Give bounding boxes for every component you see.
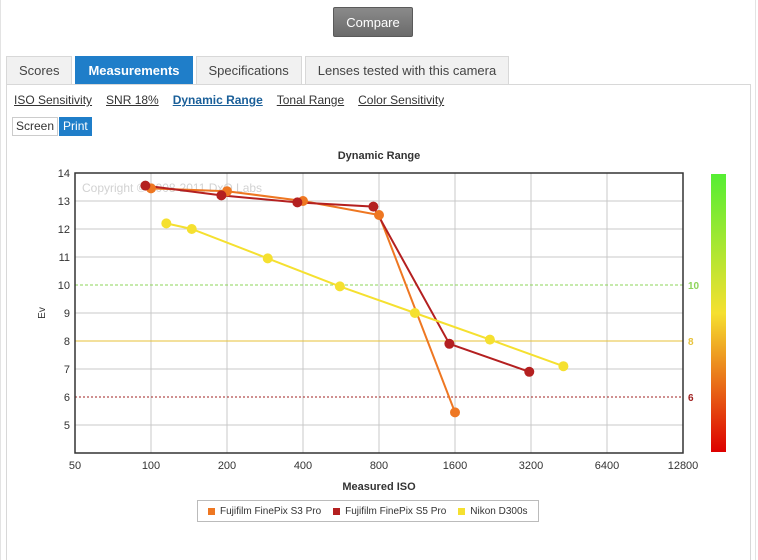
legend-item-s5-pro[interactable]: Fujifilm FinePix S5 Pro bbox=[333, 506, 446, 517]
y-tick-label: 10 bbox=[58, 280, 70, 292]
y-tick-label: 9 bbox=[64, 308, 70, 320]
tab-measurements[interactable]: Measurements bbox=[75, 56, 193, 85]
chart-legend: Fujifilm FinePix S3 Pro Fujifilm FinePix… bbox=[197, 500, 539, 522]
y-tick-label: 7 bbox=[64, 364, 70, 376]
series-point bbox=[558, 361, 569, 372]
chart-title: Dynamic Range bbox=[338, 150, 421, 162]
reference-line-label: 10 bbox=[688, 281, 700, 292]
x-tick-label: 200 bbox=[218, 460, 236, 472]
tab-specifications[interactable]: Specifications bbox=[195, 56, 302, 84]
display-mode-toggle: Screen Print bbox=[12, 117, 92, 136]
print-mode-button[interactable]: Print bbox=[59, 117, 92, 136]
series-point bbox=[484, 334, 495, 345]
series-point bbox=[262, 253, 273, 264]
dynamic-range-colorbar bbox=[711, 174, 726, 452]
legend-swatch-d300s bbox=[458, 507, 466, 515]
series-point bbox=[186, 224, 197, 234]
subnav-tonal-range[interactable]: Tonal Range bbox=[276, 93, 345, 107]
series-point bbox=[368, 201, 379, 212]
y-tick-label: 11 bbox=[59, 252, 70, 264]
legend-label-d300s: Nikon D300s bbox=[470, 505, 528, 517]
y-tick-label: 8 bbox=[64, 336, 70, 348]
measurement-subnav: ISO Sensitivity SNR 18% Dynamic Range To… bbox=[14, 93, 458, 107]
series-point bbox=[292, 197, 303, 208]
dynamic-range-chart: Dynamic Range 50 100 200 400 800 1600 3200 6400 1… bbox=[37, 150, 726, 493]
series-point bbox=[216, 190, 227, 201]
legend-item-d300s[interactable]: Nikon D300s bbox=[458, 505, 528, 517]
series-point bbox=[524, 366, 535, 377]
series-point bbox=[450, 407, 460, 418]
series-point bbox=[444, 338, 455, 349]
series-point bbox=[374, 210, 384, 220]
y-tick-label: 5 bbox=[64, 420, 70, 432]
plot-border bbox=[74, 172, 684, 454]
y-tick-label: 13 bbox=[58, 196, 70, 208]
series-point bbox=[140, 180, 151, 191]
x-tick-label: 50 bbox=[69, 460, 81, 472]
compare-button[interactable]: Compare bbox=[333, 7, 413, 37]
legend-swatch-s5-pro bbox=[333, 507, 341, 515]
page-border-right bbox=[755, 0, 756, 560]
subnav-snr-18[interactable]: SNR 18% bbox=[106, 93, 159, 107]
screen-mode-button[interactable]: Screen bbox=[12, 117, 59, 136]
tab-lenses-tested[interactable]: Lenses tested with this camera bbox=[304, 56, 510, 84]
series-point bbox=[409, 308, 420, 318]
x-tick-label: 1600 bbox=[443, 460, 467, 472]
x-tick-label: 100 bbox=[142, 460, 160, 472]
tab-scores[interactable]: Scores bbox=[6, 56, 73, 84]
x-tick-label: 12800 bbox=[668, 460, 699, 472]
page-border-left bbox=[0, 0, 1, 560]
series-line bbox=[145, 184, 530, 373]
y-tick-label: 14 bbox=[58, 168, 70, 180]
series-point bbox=[161, 218, 172, 229]
tab-bar: Scores Measurements Specifications Lense… bbox=[6, 56, 512, 85]
legend-swatch-s3-pro bbox=[208, 507, 215, 515]
subnav-dynamic-range[interactable]: Dynamic Range bbox=[172, 93, 263, 107]
x-tick-label: 800 bbox=[370, 460, 388, 472]
y-axis-label: Ev bbox=[37, 307, 48, 319]
y-tick-label: 12 bbox=[58, 224, 70, 236]
y-tick-label: 6 bbox=[64, 392, 70, 404]
x-tick-label: 400 bbox=[294, 460, 312, 472]
legend-label-s5-pro: Fujifilm FinePix S5 Pro bbox=[345, 505, 447, 517]
legend-label-s3-pro: Fujifilm FinePix S3 Pro bbox=[220, 505, 322, 517]
reference-line-label: 6 bbox=[688, 393, 694, 404]
x-tick-label: 6400 bbox=[595, 460, 619, 472]
x-tick-label: 3200 bbox=[519, 460, 543, 472]
series-point bbox=[334, 281, 345, 292]
legend-item-s3-pro[interactable]: Fujifilm FinePix S3 Pro bbox=[208, 506, 321, 517]
subnav-iso-sensitivity[interactable]: ISO Sensitivity bbox=[14, 93, 93, 107]
reference-line-label: 8 bbox=[688, 337, 694, 348]
subnav-color-sensitivity[interactable]: Color Sensitivity bbox=[358, 93, 445, 107]
x-axis-label: Measured ISO bbox=[342, 481, 416, 493]
